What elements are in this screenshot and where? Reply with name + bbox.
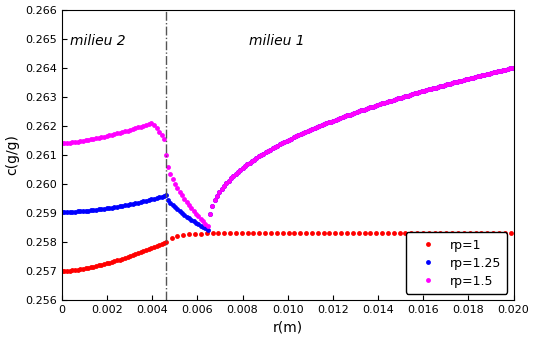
rp=1.25 xyxy=(129,202,136,206)
Text: milieu 1: milieu 1 xyxy=(249,34,304,48)
rp=1.5 xyxy=(105,134,111,138)
rp=1 xyxy=(129,253,136,257)
Legend: rp=1, rp=1.25, rp=1.5: rp=1, rp=1.25, rp=1.5 xyxy=(406,232,507,294)
rp=1.25 xyxy=(120,203,127,207)
rp=1.5 xyxy=(129,127,136,131)
rp=1 xyxy=(151,245,157,249)
rp=1.5 xyxy=(152,125,158,129)
rp=1 xyxy=(126,255,132,259)
rp=1.5 xyxy=(126,128,132,132)
rp=1 xyxy=(105,261,111,265)
rp=1.5 xyxy=(163,138,169,142)
rp=1.5 xyxy=(122,129,128,133)
Line: rp=1.25: rp=1.25 xyxy=(59,193,168,215)
rp=1 xyxy=(59,269,65,273)
rp=1.5 xyxy=(59,141,65,145)
Line: rp=1.5: rp=1.5 xyxy=(59,121,168,146)
rp=1 xyxy=(120,256,127,260)
rp=1.5 xyxy=(120,130,127,134)
Line: rp=1: rp=1 xyxy=(59,239,168,273)
rp=1 xyxy=(163,240,169,244)
rp=1.5 xyxy=(148,121,155,125)
rp=1.25 xyxy=(105,206,111,210)
rp=1.25 xyxy=(163,193,169,198)
rp=1 xyxy=(122,256,128,260)
rp=1.25 xyxy=(151,197,157,201)
Text: milieu 2: milieu 2 xyxy=(70,34,126,48)
rp=1.25 xyxy=(59,210,65,214)
X-axis label: r(m): r(m) xyxy=(273,320,303,335)
rp=1.25 xyxy=(126,202,132,206)
rp=1.25 xyxy=(122,203,128,207)
Y-axis label: c(g/g): c(g/g) xyxy=(5,134,20,175)
